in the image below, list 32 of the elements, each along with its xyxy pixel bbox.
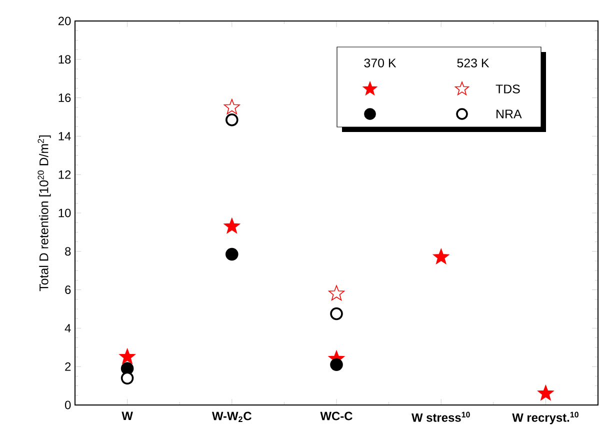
point — [538, 385, 554, 400]
y-axis-title: Total D retention [10$^{20}$ D/m$^{2}$] — [38, 135, 51, 292]
x-tick-label: W — [122, 412, 133, 420]
y-tick-label: 0 — [65, 400, 71, 410]
annotation: 370 K — [364, 58, 396, 68]
y-tick-label: 8 — [65, 247, 71, 256]
y-tick-label: 2 — [65, 362, 71, 371]
annotation: 523 K — [457, 58, 490, 68]
point — [330, 307, 343, 320]
y-tick-label: 18 — [58, 55, 71, 64]
y-tick-label: 6 — [65, 286, 71, 294]
y-tick-label: 12 — [58, 170, 71, 179]
point — [224, 218, 240, 234]
y-tick-label: 10 — [58, 208, 71, 218]
y-tick-label: 4 — [64, 324, 71, 332]
point — [433, 248, 450, 264]
point — [330, 358, 343, 372]
x-tick-label: W stress$^{10}$ — [412, 412, 470, 422]
legend-label: TDS — [496, 84, 520, 94]
x-tick-label: W recryst.$^{10}$ — [512, 412, 578, 424]
x-tick-label: WC-C — [320, 412, 352, 420]
point — [120, 372, 134, 385]
y-tick-label: 20 — [58, 16, 71, 26]
x-tick-label: W-W$_{2}$C — [212, 412, 252, 422]
point — [328, 285, 345, 300]
point — [224, 98, 240, 114]
legend-label: NRA — [496, 110, 522, 118]
point — [119, 348, 136, 364]
y-tick-label: 14 — [58, 132, 71, 140]
point — [226, 248, 238, 261]
point — [226, 113, 238, 126]
y-tick-label: 16 — [58, 94, 71, 102]
